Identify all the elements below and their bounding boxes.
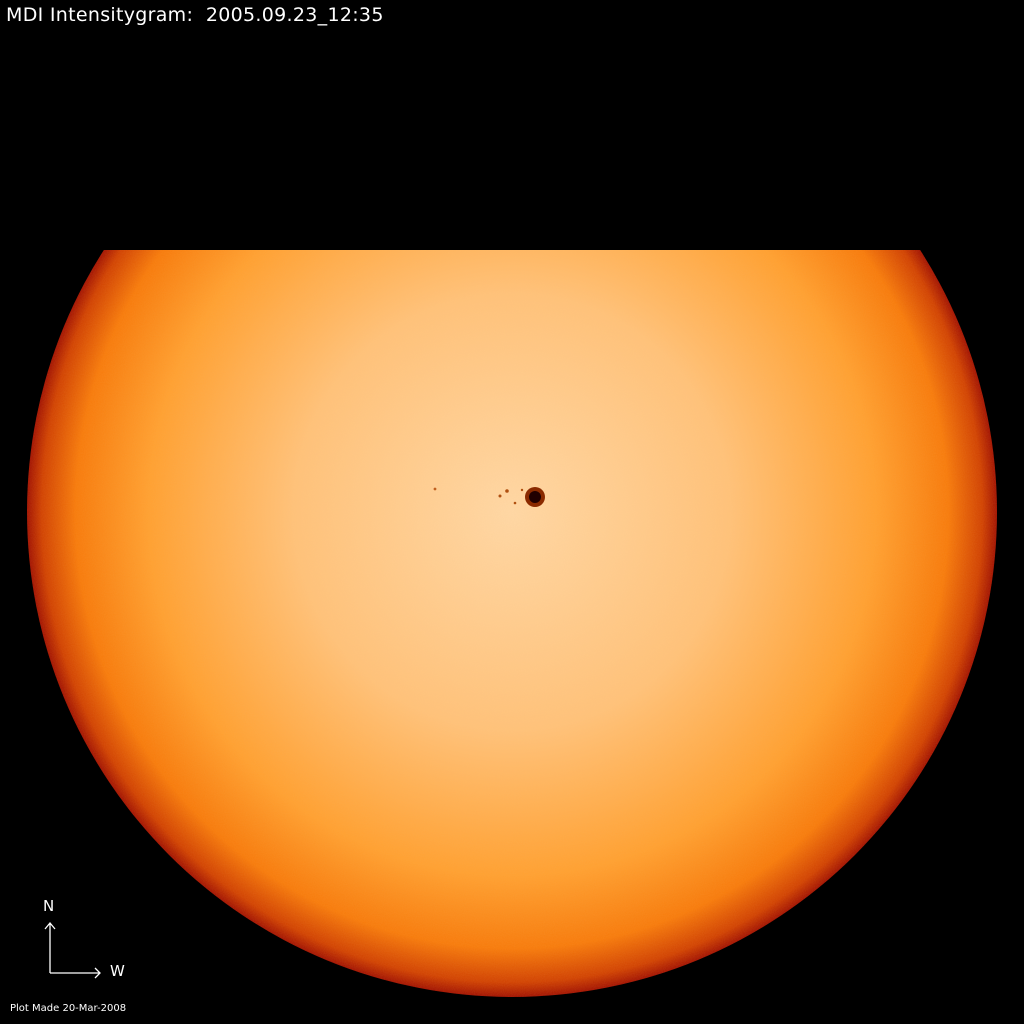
plot-made-footer: Plot Made 20-Mar-2008 — [10, 1003, 127, 1014]
west-arrow-icon — [50, 967, 101, 979]
north-label: N — [43, 897, 55, 915]
pore — [520, 488, 524, 492]
granulation-texture — [27, 250, 997, 997]
west-label: W — [110, 962, 125, 980]
pore — [505, 489, 509, 493]
sunspot-umbra — [529, 491, 541, 503]
image-title: MDI Intensitygram: 2005.09.23_12:35 — [6, 4, 384, 26]
north-arrow-icon — [44, 921, 56, 973]
pore — [513, 501, 517, 505]
pore — [498, 494, 502, 498]
compass-arrows — [44, 921, 101, 979]
pore — [433, 487, 437, 491]
sunspot-group — [433, 487, 545, 507]
